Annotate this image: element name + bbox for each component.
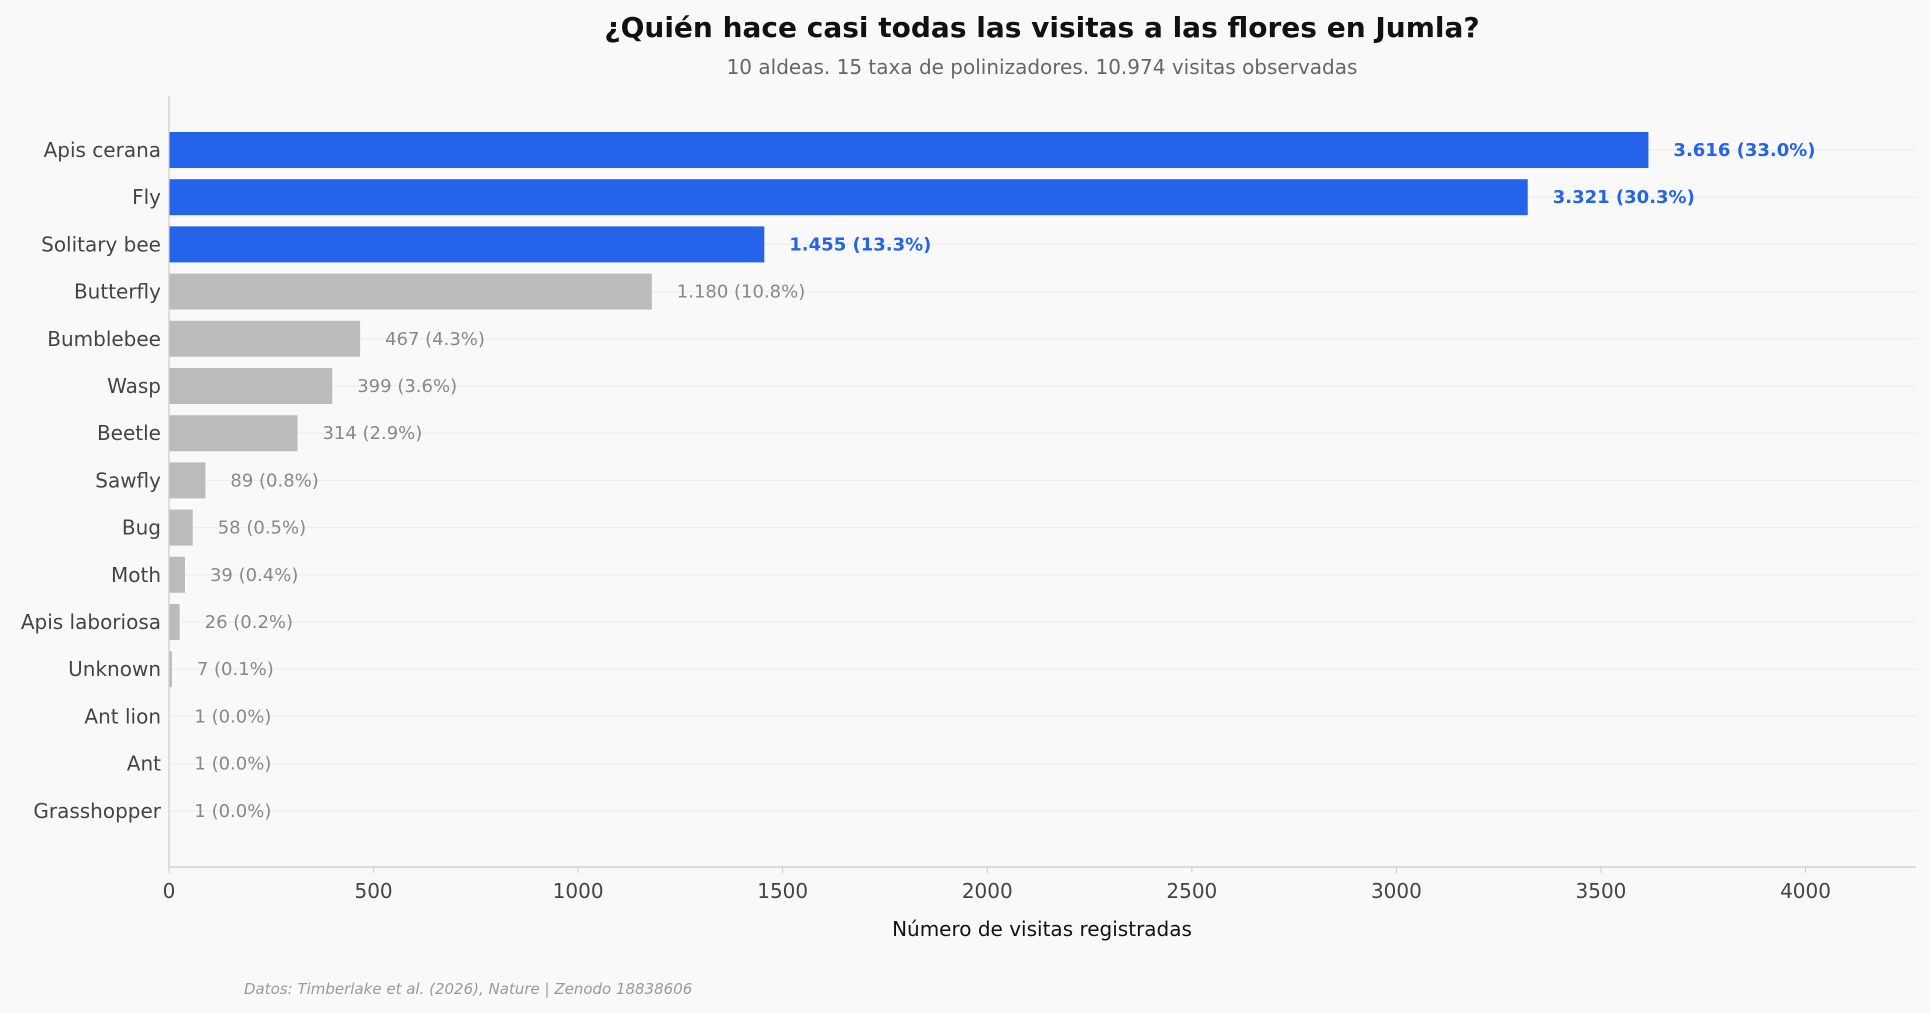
category-label: Beetle [97,421,161,445]
value-label: 89 (0.8%) [230,470,318,491]
value-label: 1 (0.0%) [194,801,271,822]
category-label: Apis laboriosa [21,610,161,634]
category-label: Ant [127,752,161,776]
value-label: 3.616 (33.0%) [1673,140,1815,161]
category-label: Sawfly [95,468,161,492]
value-label: 467 (4.3%) [385,329,485,350]
x-tick-label: 2500 [1166,879,1217,903]
x-tick-label: 4000 [1780,879,1831,903]
x-tick-label: 500 [354,879,392,903]
axes [168,96,1916,868]
category-label: Wasp [107,374,161,398]
bar-apis-cerana [169,132,1649,168]
category-label: Fly [132,185,161,209]
bar-solitary-bee [169,226,765,263]
value-label: 3.321 (30.3%) [1553,187,1695,208]
x-axis-label: Número de visitas registradas [892,917,1192,941]
bar-beetle [169,415,298,452]
x-tick-label: 3000 [1371,879,1422,903]
bar-apis-laboriosa [169,604,180,640]
category-label: Solitary bee [41,232,161,256]
bars: Apis cerana 3.616 (33.0%) Fly 3.321 (30.3%)… [21,132,1816,829]
x-tick-label: 1000 [553,879,604,903]
bar-moth [169,556,185,593]
value-label: 26 (0.2%) [205,612,293,633]
value-label: 1 (0.0%) [194,754,271,775]
bar-unknown [169,651,172,688]
category-label: Butterfly [74,280,161,304]
bar-bumblebee [169,320,361,357]
category-label: Bug [122,516,161,540]
bar-sawfly [169,462,206,499]
category-label: Grasshopper [33,799,161,823]
x-ticks: 0 500 1000 1500 2000 2500 3000 3500 4000 [163,867,1831,903]
category-label: Bumblebee [47,327,161,351]
bar-fly [169,179,1528,216]
chart-subtitle: 10 aldeas. 15 taxa de polinizadores. 10.… [727,55,1358,79]
x-tick-label: 3500 [1576,879,1627,903]
value-label: 39 (0.4%) [210,565,298,586]
category-label: Ant lion [84,704,161,728]
value-label: 1.180 (10.8%) [677,282,805,303]
value-label: 399 (3.6%) [357,376,457,397]
value-label: 1 (0.0%) [194,706,271,727]
value-label: 7 (0.1%) [197,659,274,680]
x-tick-label: 1500 [757,879,808,903]
category-label: Unknown [68,657,161,681]
bar-wasp [169,368,333,404]
bar-butterfly [169,273,652,310]
value-label: 58 (0.5%) [218,518,306,539]
value-label: 314 (2.9%) [322,423,422,444]
bar-bug [169,509,193,546]
value-label: 1.455 (13.3%) [789,234,931,255]
x-tick-label: 2000 [962,879,1013,903]
category-label: Apis cerana [44,138,161,162]
source-note: Datos: Timberlake et al. (2026), Nature … [244,980,692,998]
chart-title: ¿Quién hace casi todas las visitas a las… [604,11,1479,44]
category-label: Moth [111,563,161,587]
x-tick-label: 0 [163,879,176,903]
